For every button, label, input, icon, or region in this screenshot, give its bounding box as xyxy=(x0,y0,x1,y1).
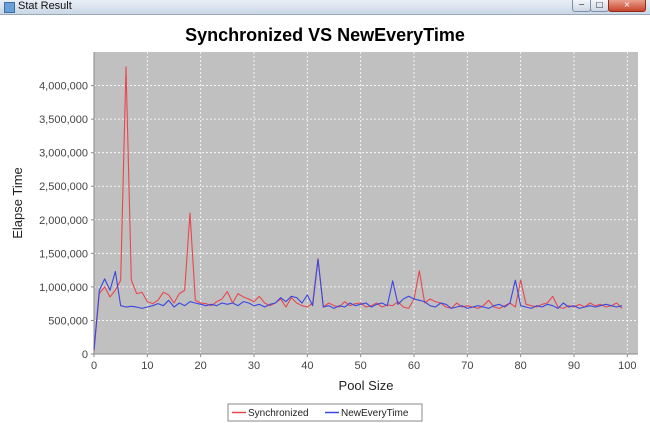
series-line-neweverytime xyxy=(93,258,623,351)
window-title: Stat Result xyxy=(18,0,72,12)
y-tick-label: 1,500,000 xyxy=(39,248,88,260)
x-tick-label: 40 xyxy=(301,360,313,372)
x-tick-label: 0 xyxy=(91,360,97,372)
x-tick-label: 60 xyxy=(408,360,420,372)
y-tick-label: 1,000,000 xyxy=(39,282,88,294)
y-tick-label: 2,500,000 xyxy=(39,181,88,193)
x-tick-label: 10 xyxy=(141,360,153,372)
line-chart: Synchronized VS NewEveryTime 0 500,000 1,0… xyxy=(10,25,638,422)
x-tick-label: 50 xyxy=(355,360,367,372)
legend-label-synchronized: Synchronized xyxy=(248,408,309,419)
y-axis-title: Elapse Time xyxy=(10,167,25,239)
y-axis-ticks: 0 500,000 1,000,000 1,500,000 2,000,000 2,500… xyxy=(39,81,94,361)
plot-area xyxy=(94,52,638,354)
y-tick-label: 4,000,000 xyxy=(39,81,88,93)
axes xyxy=(93,52,638,355)
x-tick-label: 80 xyxy=(515,360,527,372)
y-tick-label: 2,000,000 xyxy=(39,215,88,227)
series-line-synchronized xyxy=(93,66,623,351)
grid-lines xyxy=(93,52,638,355)
y-tick-label: 500,000 xyxy=(48,315,88,327)
x-axis-ticks: 0 10 20 30 40 50 60 70 80 90 100 xyxy=(91,354,637,372)
java-app-icon xyxy=(4,2,15,13)
x-tick-label: 20 xyxy=(195,360,207,372)
x-axis-title: Pool Size xyxy=(339,378,394,393)
data-series xyxy=(93,66,623,351)
y-tick-label: 0 xyxy=(82,349,88,361)
close-button[interactable]: × xyxy=(608,0,646,12)
y-tick-label: 3,000,000 xyxy=(39,148,88,160)
chart-title: Synchronized VS NewEveryTime xyxy=(185,25,465,45)
window-titlebar[interactable]: Stat Result − □ × xyxy=(0,0,650,15)
legend-label-neweverytime: NewEveryTime xyxy=(341,408,409,419)
x-tick-label: 90 xyxy=(568,360,580,372)
minimize-button[interactable]: − xyxy=(572,0,591,12)
x-tick-label: 30 xyxy=(248,360,260,372)
legend: Synchronized NewEveryTime xyxy=(227,403,423,422)
maximize-button[interactable]: □ xyxy=(590,0,609,12)
x-tick-label: 70 xyxy=(461,360,473,372)
y-tick-label: 3,500,000 xyxy=(39,114,88,126)
x-tick-label: 100 xyxy=(618,360,636,372)
